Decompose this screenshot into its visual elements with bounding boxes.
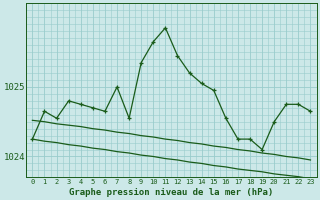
X-axis label: Graphe pression niveau de la mer (hPa): Graphe pression niveau de la mer (hPa) <box>69 188 274 197</box>
